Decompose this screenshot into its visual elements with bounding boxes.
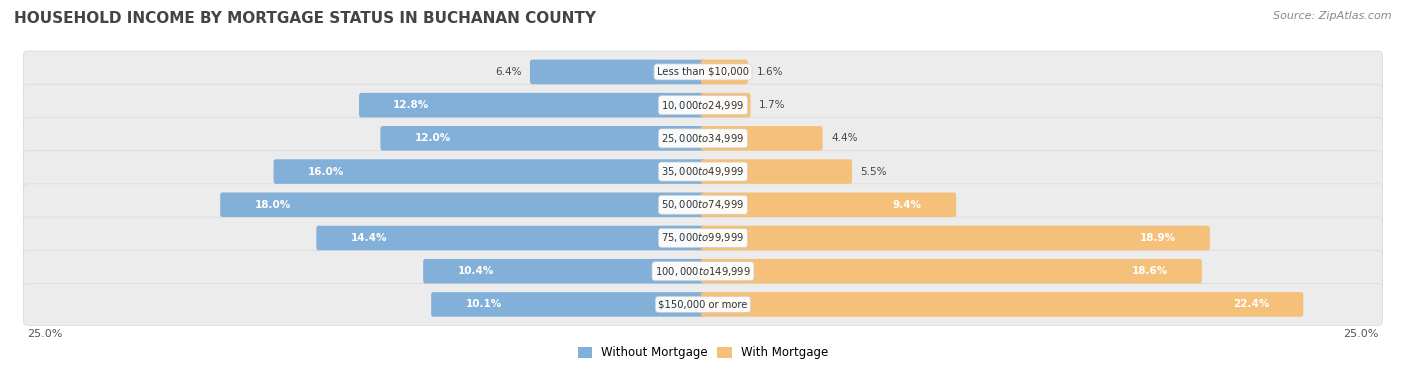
FancyBboxPatch shape: [700, 126, 823, 151]
Text: Less than $10,000: Less than $10,000: [657, 67, 749, 77]
Text: 18.9%: 18.9%: [1139, 233, 1175, 243]
FancyBboxPatch shape: [24, 284, 1382, 325]
FancyBboxPatch shape: [24, 250, 1382, 292]
Text: Source: ZipAtlas.com: Source: ZipAtlas.com: [1274, 11, 1392, 21]
Text: 1.7%: 1.7%: [759, 100, 786, 110]
Text: $100,000 to $149,999: $100,000 to $149,999: [655, 265, 751, 278]
FancyBboxPatch shape: [24, 84, 1382, 126]
Text: $35,000 to $49,999: $35,000 to $49,999: [661, 165, 745, 178]
Text: 22.4%: 22.4%: [1233, 299, 1270, 310]
FancyBboxPatch shape: [221, 192, 706, 217]
Text: 25.0%: 25.0%: [27, 329, 63, 339]
Text: $10,000 to $24,999: $10,000 to $24,999: [661, 99, 745, 112]
Text: $50,000 to $74,999: $50,000 to $74,999: [661, 198, 745, 211]
Text: 4.4%: 4.4%: [831, 133, 858, 143]
Text: 14.4%: 14.4%: [350, 233, 387, 243]
FancyBboxPatch shape: [700, 93, 751, 118]
FancyBboxPatch shape: [316, 226, 706, 250]
FancyBboxPatch shape: [700, 259, 1202, 284]
Text: 5.5%: 5.5%: [860, 167, 887, 177]
Text: 10.1%: 10.1%: [465, 299, 502, 310]
Text: $150,000 or more: $150,000 or more: [658, 299, 748, 310]
FancyBboxPatch shape: [700, 60, 748, 84]
FancyBboxPatch shape: [423, 259, 706, 284]
FancyBboxPatch shape: [530, 60, 706, 84]
FancyBboxPatch shape: [432, 292, 706, 317]
Text: 1.6%: 1.6%: [756, 67, 783, 77]
FancyBboxPatch shape: [24, 118, 1382, 159]
FancyBboxPatch shape: [381, 126, 706, 151]
FancyBboxPatch shape: [700, 292, 1303, 317]
Text: $75,000 to $99,999: $75,000 to $99,999: [661, 231, 745, 245]
Text: 16.0%: 16.0%: [308, 167, 344, 177]
FancyBboxPatch shape: [274, 159, 706, 184]
FancyBboxPatch shape: [700, 192, 956, 217]
Text: $25,000 to $34,999: $25,000 to $34,999: [661, 132, 745, 145]
FancyBboxPatch shape: [24, 151, 1382, 192]
Text: 10.4%: 10.4%: [457, 266, 494, 276]
FancyBboxPatch shape: [24, 184, 1382, 226]
FancyBboxPatch shape: [24, 51, 1382, 93]
Text: 25.0%: 25.0%: [1343, 329, 1379, 339]
FancyBboxPatch shape: [700, 226, 1209, 250]
Text: 9.4%: 9.4%: [893, 200, 922, 210]
FancyBboxPatch shape: [24, 217, 1382, 259]
FancyBboxPatch shape: [700, 159, 852, 184]
Text: 18.6%: 18.6%: [1132, 266, 1167, 276]
Text: 6.4%: 6.4%: [495, 67, 522, 77]
Legend: Without Mortgage, With Mortgage: Without Mortgage, With Mortgage: [574, 342, 832, 364]
Text: 12.0%: 12.0%: [415, 133, 451, 143]
FancyBboxPatch shape: [359, 93, 706, 118]
Text: 12.8%: 12.8%: [394, 100, 429, 110]
Text: 18.0%: 18.0%: [254, 200, 291, 210]
Text: HOUSEHOLD INCOME BY MORTGAGE STATUS IN BUCHANAN COUNTY: HOUSEHOLD INCOME BY MORTGAGE STATUS IN B…: [14, 11, 596, 26]
